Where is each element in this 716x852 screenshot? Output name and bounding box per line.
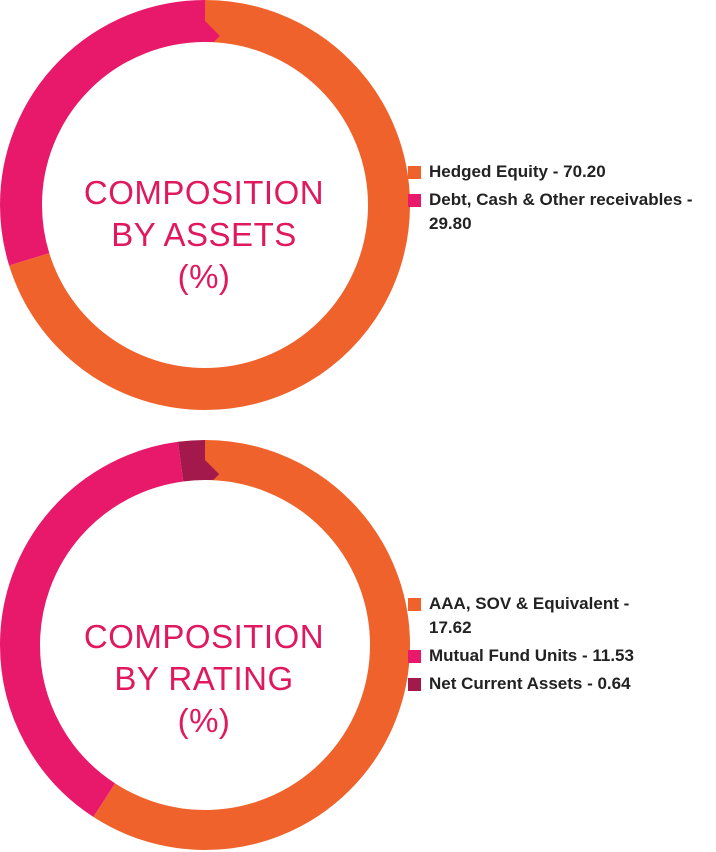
rating-legend: AAA, SOV & Equivalent - 17.62 Mutual Fun… — [408, 592, 668, 700]
assets-title-line-3: (%) — [177, 258, 231, 295]
legend-item-aaa-sov: AAA, SOV & Equivalent - 17.62 — [408, 592, 668, 640]
assets-chart: COMPOSITION BY ASSETS (%) Hedged Equity … — [0, 0, 716, 420]
legend-item-hedged-equity: Hedged Equity - 70.20 — [408, 160, 713, 184]
assets-title-line-2: BY ASSETS — [111, 216, 297, 253]
legend-swatch — [408, 650, 421, 663]
donut-slice-net-current-assets — [0, 440, 410, 850]
legend-item-debt-cash: Debt, Cash & Other receivables - 29.80 — [408, 188, 713, 236]
legend-label: Mutual Fund Units - 11.53 — [429, 646, 634, 665]
legend-swatch — [408, 194, 421, 207]
legend-item-mutual-fund-units: Mutual Fund Units - 11.53 — [408, 644, 668, 668]
assets-donut — [0, 0, 410, 410]
legend-label: AAA, SOV & Equivalent - 17.62 — [429, 594, 630, 637]
rating-title-line-3: (%) — [177, 702, 231, 739]
legend-label: Hedged Equity - 70.20 — [429, 162, 606, 181]
donut-slice-mutual-fund-units — [0, 440, 410, 850]
rating-donut — [0, 440, 410, 850]
legend-item-net-current-assets: Net Current Assets - 0.64 — [408, 672, 668, 696]
legend-swatch — [408, 598, 421, 611]
donut-slice-debt-cash-other-receivables — [0, 0, 410, 410]
rating-title-line-1: COMPOSITION — [83, 618, 325, 655]
assets-legend: Hedged Equity - 70.20 Debt, Cash & Other… — [408, 160, 713, 240]
rating-center-title: COMPOSITION BY RATING (%) — [24, 616, 384, 742]
legend-swatch — [408, 166, 421, 179]
assets-title-line-1: COMPOSITION — [83, 174, 325, 211]
legend-label: Debt, Cash & Other receivables - 29.80 — [429, 190, 693, 233]
legend-swatch — [408, 678, 421, 691]
rating-title-line-2: BY RATING — [114, 660, 294, 697]
rating-chart: COMPOSITION BY RATING (%) AAA, SOV & Equ… — [0, 440, 716, 852]
legend-label: Net Current Assets - 0.64 — [429, 674, 631, 693]
assets-center-title: COMPOSITION BY ASSETS (%) — [24, 172, 384, 298]
